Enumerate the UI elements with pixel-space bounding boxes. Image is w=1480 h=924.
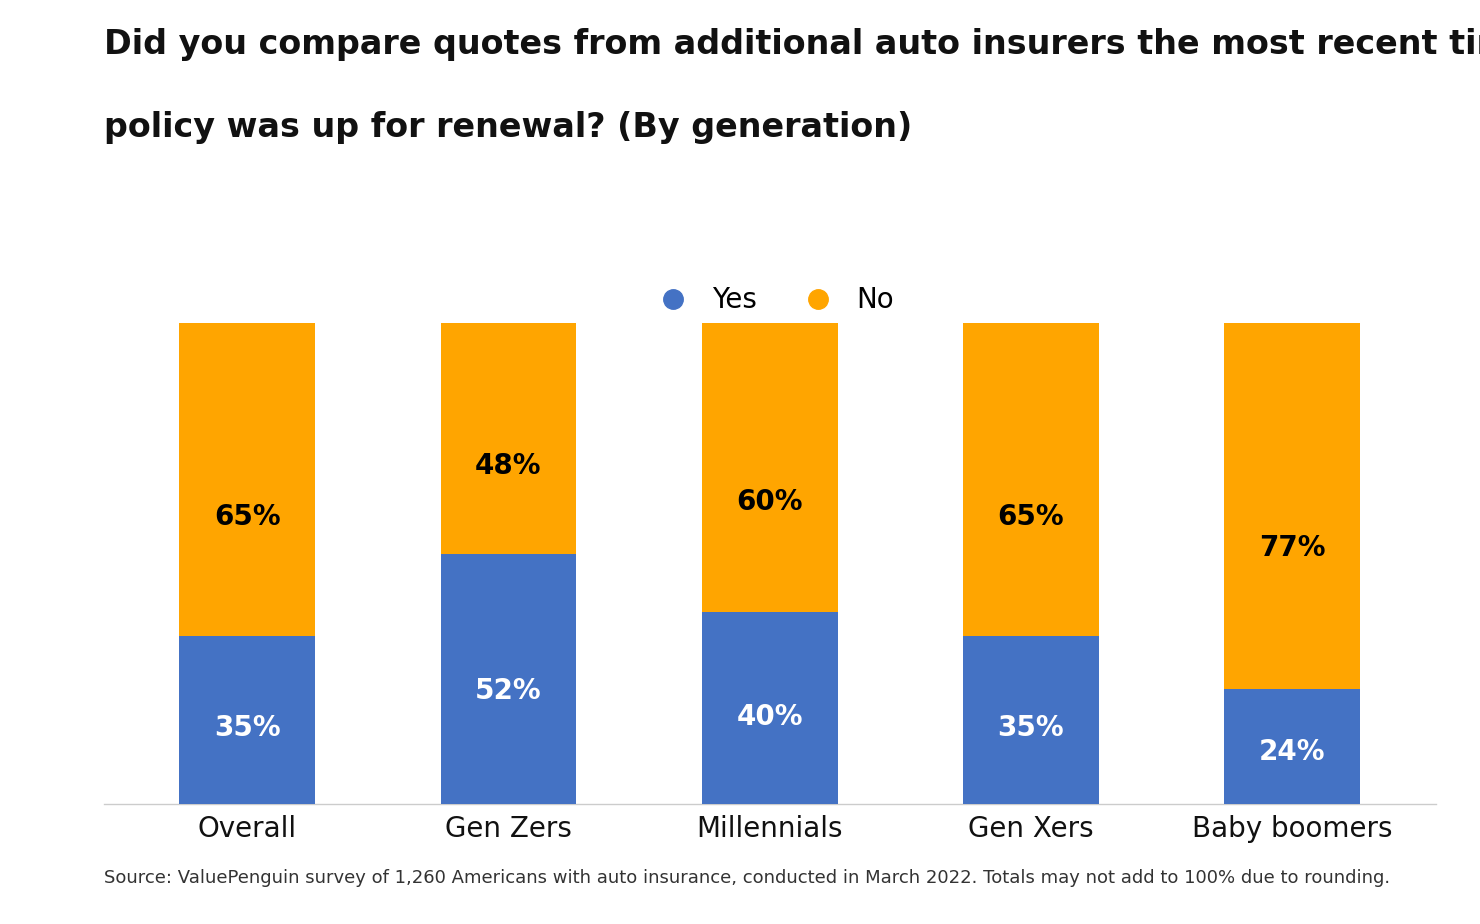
Bar <box>1224 319 1360 688</box>
Text: 65%: 65% <box>215 503 281 531</box>
Text: 24%: 24% <box>1258 738 1325 766</box>
Text: 77%: 77% <box>1258 534 1325 562</box>
Text: 35%: 35% <box>998 714 1064 742</box>
Bar <box>963 636 1098 804</box>
Text: 35%: 35% <box>215 714 281 742</box>
Text: 40%: 40% <box>737 703 802 732</box>
Text: 52%: 52% <box>475 677 542 705</box>
Bar <box>179 636 315 804</box>
Legend: Yes, No: Yes, No <box>645 286 894 314</box>
Text: Source: ValuePenguin survey of 1,260 Americans with auto insurance, conducted in: Source: ValuePenguin survey of 1,260 Ame… <box>104 869 1390 887</box>
Text: 60%: 60% <box>737 488 802 517</box>
Bar <box>179 323 315 636</box>
Bar <box>702 323 838 612</box>
Bar <box>702 612 838 804</box>
Text: 65%: 65% <box>998 503 1064 531</box>
Bar <box>441 554 576 804</box>
Bar <box>441 323 576 554</box>
Bar <box>1224 688 1360 804</box>
Bar <box>963 323 1098 636</box>
Text: 48%: 48% <box>475 453 542 480</box>
Text: policy was up for renewal? (By generation): policy was up for renewal? (By generatio… <box>104 111 912 144</box>
Text: Did you compare quotes from additional auto insurers the most recent time your: Did you compare quotes from additional a… <box>104 28 1480 61</box>
